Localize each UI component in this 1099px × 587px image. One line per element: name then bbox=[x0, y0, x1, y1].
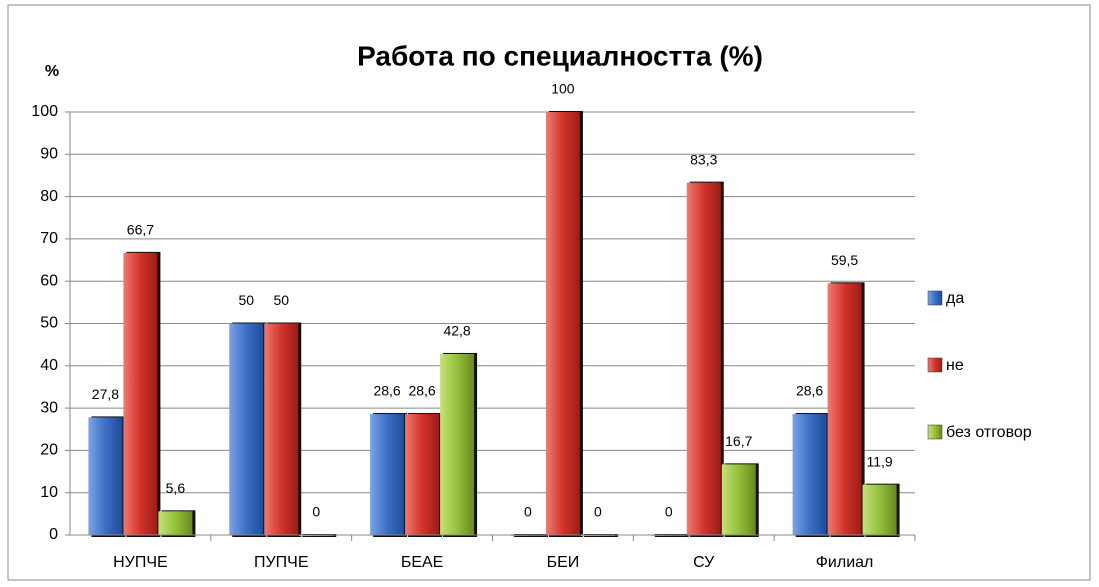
y-tick-label: 0 bbox=[49, 526, 58, 543]
y-tick-label: 100 bbox=[31, 103, 58, 120]
y-tick-label: 80 bbox=[40, 188, 58, 205]
bar bbox=[264, 323, 299, 535]
legend-label: да bbox=[946, 290, 964, 307]
bar bbox=[440, 353, 475, 535]
legend-swatch bbox=[927, 424, 943, 440]
legend-swatch bbox=[927, 290, 943, 306]
bar bbox=[792, 414, 827, 535]
y-tick-label: 40 bbox=[40, 357, 58, 374]
value-label: 0 bbox=[665, 504, 673, 520]
value-label: 42,8 bbox=[443, 323, 470, 339]
x-tick-label: БЕАЕ bbox=[401, 554, 444, 571]
y-tick-label: 20 bbox=[40, 442, 58, 459]
bar bbox=[229, 323, 264, 535]
bar bbox=[686, 182, 721, 536]
value-label: 59,5 bbox=[831, 252, 858, 268]
x-tick-label: СУ bbox=[693, 554, 715, 571]
value-label: 0 bbox=[524, 504, 532, 520]
bar bbox=[123, 252, 158, 535]
value-label: 27,8 bbox=[92, 386, 119, 402]
bar bbox=[370, 414, 405, 535]
value-label: 28,6 bbox=[373, 383, 400, 399]
y-tick-label: 60 bbox=[40, 272, 58, 289]
x-tick-label: Филиал bbox=[816, 554, 874, 571]
legend-label: без отговор bbox=[946, 424, 1032, 441]
x-tick-label: БЕИ bbox=[547, 554, 580, 571]
value-label: 66,7 bbox=[127, 222, 154, 238]
value-label: 0 bbox=[594, 504, 602, 520]
value-label: 28,6 bbox=[408, 383, 435, 399]
value-label: 100 bbox=[551, 81, 575, 97]
x-tick-label: ПУПЧЕ bbox=[254, 554, 309, 571]
value-label: 83,3 bbox=[690, 151, 717, 167]
value-label: 50 bbox=[238, 292, 254, 308]
y-axis-label: % bbox=[45, 63, 59, 80]
value-label: 28,6 bbox=[796, 383, 823, 399]
value-label: 0 bbox=[312, 504, 320, 520]
bar bbox=[545, 112, 580, 535]
bar bbox=[88, 417, 123, 535]
bar bbox=[721, 464, 756, 535]
value-label: 11,9 bbox=[866, 453, 892, 469]
x-tick-label: НУПЧЕ bbox=[113, 554, 168, 571]
y-tick-label: 10 bbox=[40, 484, 58, 501]
y-tick-label: 70 bbox=[40, 230, 58, 247]
value-label: 5,6 bbox=[166, 480, 186, 496]
y-tick-label: 30 bbox=[40, 399, 58, 416]
y-tick-label: 50 bbox=[40, 315, 58, 332]
legend-swatch bbox=[927, 357, 943, 373]
chart-title: Работа по специалността (%) bbox=[357, 40, 763, 71]
y-tick-label: 90 bbox=[40, 146, 58, 163]
bar bbox=[158, 511, 193, 535]
bar bbox=[827, 283, 862, 535]
bar bbox=[405, 414, 440, 535]
legend-label: не bbox=[946, 357, 964, 374]
value-label: 50 bbox=[273, 292, 289, 308]
bar bbox=[862, 484, 897, 535]
value-label: 16,7 bbox=[725, 433, 752, 449]
